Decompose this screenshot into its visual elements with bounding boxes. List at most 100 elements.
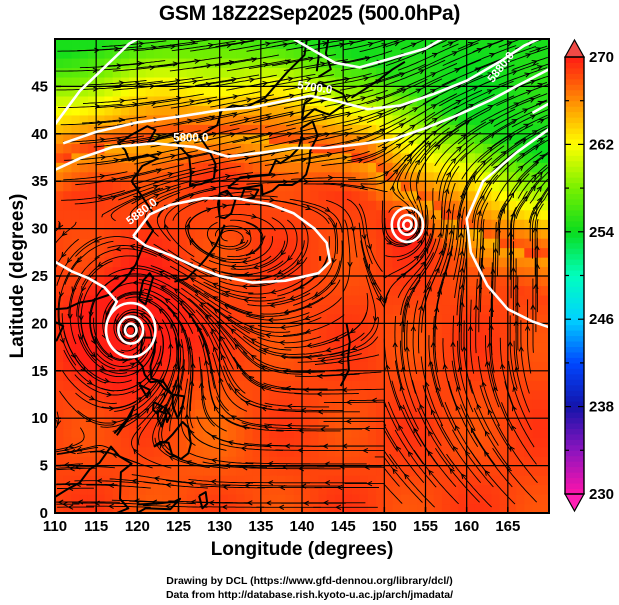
streamline [385,39,447,67]
field-cell [524,389,534,400]
streamline [211,352,248,412]
field-cell [87,228,97,239]
field-cell [153,228,163,239]
field-cell [400,276,410,287]
field-cell [252,437,262,448]
field-cell [137,465,147,476]
field-cell [252,162,262,173]
streamline [139,93,204,104]
field-cell [376,238,385,249]
field-cell [244,389,254,400]
field-cell [441,219,451,230]
field-cell [367,143,377,154]
field-cell [441,124,451,135]
field-cell [203,294,213,306]
field-cell [302,503,311,513]
field-cell [170,247,180,258]
field-cell [285,219,295,230]
field-cell [334,114,344,125]
streamline [520,320,530,394]
field-cell [376,95,385,106]
field-cell [499,67,509,78]
field-cell [71,475,81,486]
field-cell [129,418,138,429]
streamline-arrow [244,482,250,489]
field-cell [310,171,320,182]
field-cell [516,437,525,448]
field-cell [310,247,320,258]
coastline [55,445,133,513]
streamline [301,203,339,255]
field-cell [450,456,460,467]
field-cell [400,124,410,135]
field-cell [507,380,517,391]
field-cell [310,446,320,457]
streamline [358,203,383,272]
streamline-arrow [524,72,531,78]
streamline [55,411,59,430]
streamline-arrow [532,226,538,233]
field-cell [302,446,311,457]
field-cell [491,39,501,50]
field-cell [343,238,352,249]
streamline [389,453,436,508]
field-cell [540,465,549,476]
colorbar-segment [565,253,584,260]
streamline-arrow [226,42,233,49]
field-cell [120,399,130,410]
streamline [340,450,398,470]
field-cell [392,162,402,173]
field-cell [153,209,163,220]
field-cell [367,304,377,315]
field-cell [269,418,278,429]
streamline [231,324,292,351]
streamline [80,277,98,346]
field-cell [499,304,509,315]
streamline [358,222,382,292]
field-cell [499,484,509,495]
field-cell [524,503,534,513]
streamline-arrow [316,391,323,397]
streamline [472,39,504,53]
field-cell [302,408,311,419]
streamline [157,56,223,67]
streamline-arrow [430,408,436,415]
field-cell [277,446,287,457]
colorbar-segment [565,193,584,200]
streamline-arrow [288,111,296,117]
field-cell [310,427,320,438]
field-cell [260,456,270,467]
field-cell [384,323,394,334]
field-cell [310,181,320,192]
field-cell [285,389,295,400]
streamline-arrow [345,112,353,118]
field-cell [507,95,517,106]
field-cell [252,228,262,239]
field-cell [532,200,542,211]
y-tick-label: 0 [40,505,48,522]
field-cell [203,456,213,467]
field-cell [203,76,213,87]
field-cell [524,181,534,192]
streamline-arrow [249,77,256,83]
streamline [223,365,273,408]
streamline [527,299,532,374]
field-cell [483,418,492,429]
streamline [496,83,549,107]
streamline-arrow [241,258,248,265]
field-cell [277,238,287,249]
field-cell [524,162,534,173]
field-cell [162,370,171,381]
field-cell [483,465,492,476]
field-cell [244,456,254,467]
field-cell [359,494,369,505]
field-cell [96,200,105,211]
field-cell [425,152,435,163]
streamline-arrow [213,308,220,314]
field-cell [516,257,525,268]
field-cell [499,57,509,69]
streamline-arrow [473,304,479,311]
field-cell [244,162,254,173]
colorbar-segment [565,111,584,118]
field-cell [219,494,229,505]
